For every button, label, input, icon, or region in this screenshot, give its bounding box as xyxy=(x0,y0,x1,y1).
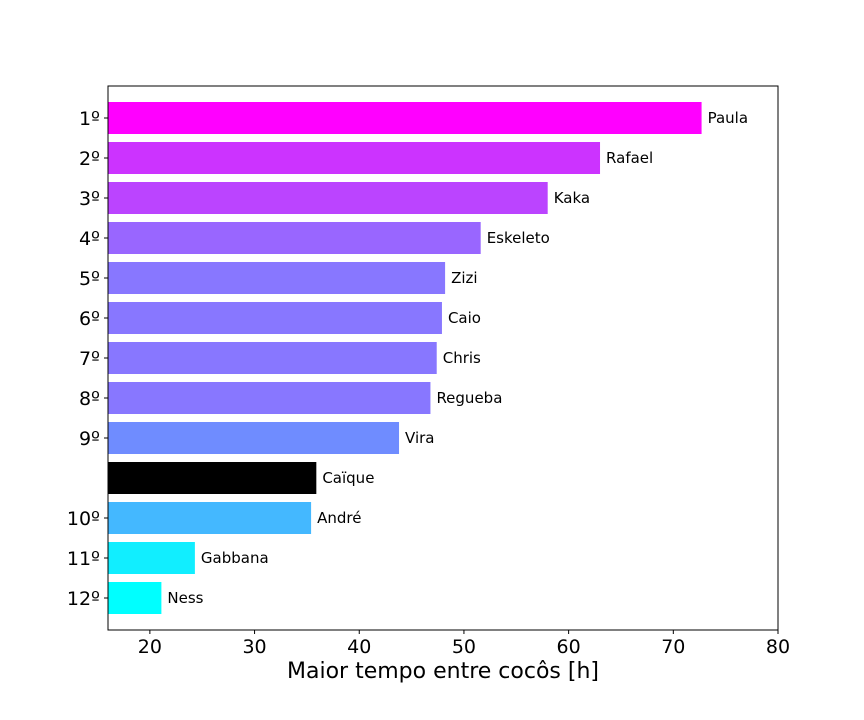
y-tick-label: 1º xyxy=(79,108,100,130)
bar xyxy=(108,222,481,254)
bar xyxy=(108,262,446,294)
x-tick-label: 30 xyxy=(242,636,266,658)
bar-label: Caïque xyxy=(322,469,374,487)
y-tick-label: 9º xyxy=(79,428,100,450)
bar xyxy=(108,542,195,574)
bar-label: Kaka xyxy=(554,189,590,207)
bar xyxy=(108,342,437,374)
bar-label: Chris xyxy=(443,349,481,367)
y-tick-label: 2º xyxy=(79,148,100,170)
bar-label: Paula xyxy=(708,109,748,127)
bar xyxy=(108,382,431,414)
plot-frame xyxy=(107,85,779,631)
x-tick-label: 20 xyxy=(138,636,162,658)
bar xyxy=(108,502,312,534)
y-tick-label: 3º xyxy=(79,188,100,210)
bar-label: Regueba xyxy=(436,389,502,407)
y-tick-label: 7º xyxy=(79,348,100,370)
bar xyxy=(108,462,317,494)
x-tick-label: 60 xyxy=(557,636,581,658)
bar xyxy=(108,422,400,454)
bar-label: Rafael xyxy=(606,149,653,167)
bar-label: André xyxy=(317,509,361,527)
bar xyxy=(108,102,702,134)
y-tick-label: 8º xyxy=(79,388,100,410)
bar-label: Caio xyxy=(448,309,481,327)
bars-layer xyxy=(108,102,702,614)
y-tick-label: 10º xyxy=(67,508,100,530)
bar xyxy=(108,302,442,334)
bar xyxy=(108,582,162,614)
x-tick-label: 70 xyxy=(661,636,685,658)
bar-label: Gabbana xyxy=(201,549,269,567)
x-tick-label: 80 xyxy=(766,636,790,658)
x-tick-label: 40 xyxy=(347,636,371,658)
y-tick-label: 6º xyxy=(79,308,100,330)
bar xyxy=(108,182,548,214)
x-axis-title: Maior tempo entre cocôs [h] xyxy=(287,659,599,684)
bar-label: Zizi xyxy=(451,269,477,287)
x-tick-label: 50 xyxy=(452,636,476,658)
bar xyxy=(108,142,601,174)
y-axis-ticks: 1º 2º 3º 4º 5º 6º 7º 8º 9º 10º 11º 12º xyxy=(67,108,108,610)
y-tick-label: 5º xyxy=(79,268,100,290)
bar-label: Eskeleto xyxy=(487,229,550,247)
y-tick-label: 11º xyxy=(67,548,100,570)
bar-label: Vira xyxy=(405,429,434,447)
y-tick-label: 12º xyxy=(67,588,100,610)
y-tick-label: 4º xyxy=(79,228,100,250)
bar-labels-layer: Paula Rafael Kaka Eskeleto Zizi Caio Chris Regu… xyxy=(167,109,748,607)
bar-label: Ness xyxy=(167,589,203,607)
x-axis-ticks: 20 30 40 50 60 70 80 xyxy=(138,630,790,658)
